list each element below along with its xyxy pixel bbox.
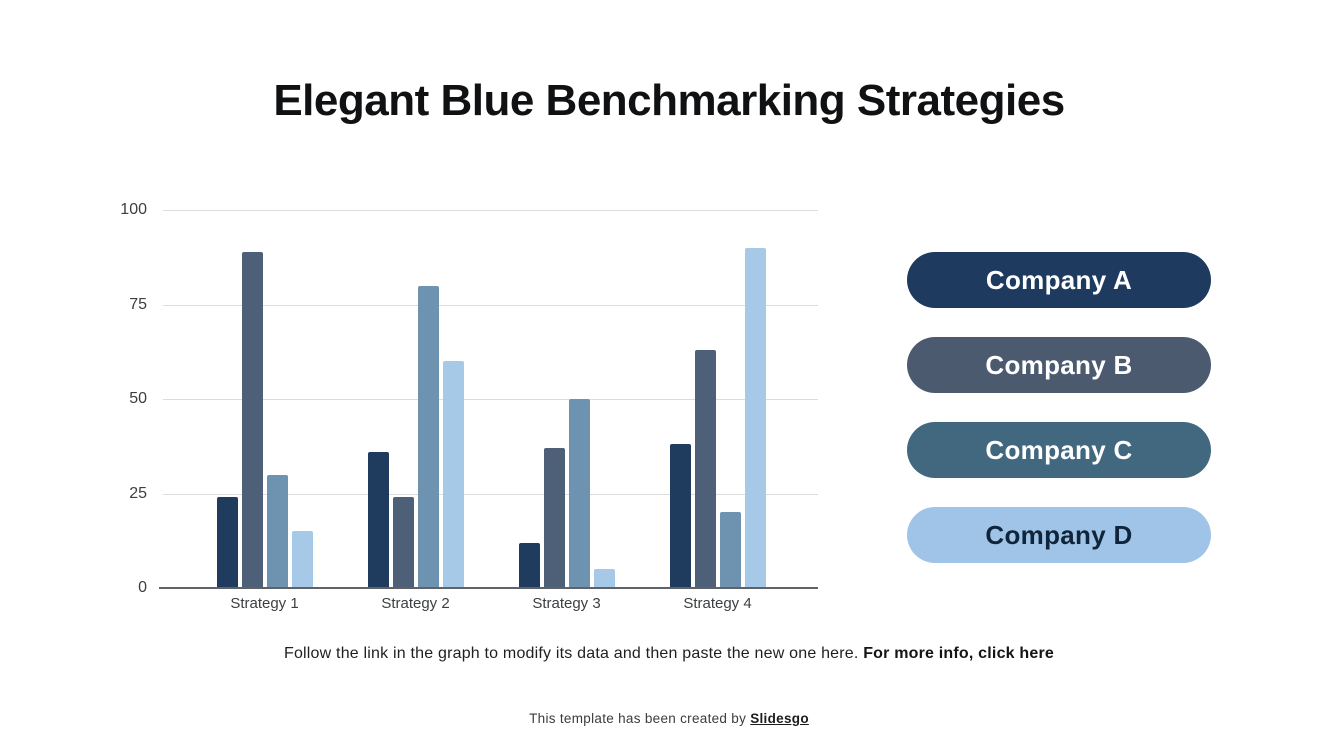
gridline-50: [163, 399, 818, 400]
legend-label-company-c: Company C: [985, 434, 1133, 465]
gridline-25: [163, 493, 818, 495]
bar-group-strategy-3: [491, 210, 642, 588]
bar-chart: 100 75 50 25 0 Strategy 1 Strategy 2 Str…: [120, 201, 818, 612]
bar-company-d-strategy-2: [442, 361, 464, 588]
legend-pill-company-b: Company B: [907, 337, 1211, 393]
y-axis-label-50: 50: [129, 390, 147, 407]
credit-line: This template has been created by Slides…: [0, 711, 1338, 726]
gridline-75: [163, 304, 818, 306]
bar-company-b-strategy-2: [392, 497, 414, 588]
x-axis-label-strategy-4: Strategy 4: [683, 595, 752, 612]
plot-area: [163, 210, 818, 588]
bar-company-d-strategy-1: [291, 531, 313, 588]
slide-title: Elegant Blue Benchmarking Strategies: [273, 76, 1065, 125]
y-axis-label-0: 0: [138, 579, 147, 596]
legend-pill-company-a: Company A: [907, 252, 1211, 308]
bar-company-b-strategy-4: [694, 349, 716, 588]
instruction-note: Follow the link in the graph to modify i…: [0, 645, 1338, 663]
bar-company-d-strategy-3: [593, 569, 615, 588]
bar-group-strategy-4: [642, 210, 793, 588]
bar-company-d-strategy-4: [744, 247, 766, 588]
bar-company-b-strategy-3: [543, 448, 565, 588]
x-axis-label-strategy-2: Strategy 2: [381, 595, 450, 612]
gridline-100: [163, 210, 818, 211]
bar-company-c-strategy-4: [719, 512, 741, 588]
note-text: Follow the link in the graph to modify i…: [283, 645, 864, 662]
bar-company-a-strategy-4: [669, 444, 691, 588]
legend-label-company-d: Company D: [985, 519, 1133, 550]
x-axis-labels: Strategy 1 Strategy 2 Strategy 3 Strateg…: [163, 595, 818, 612]
y-axis-label-75: 75: [129, 295, 147, 313]
bar-company-a-strategy-2: [367, 451, 389, 588]
x-axis-label-strategy-1: Strategy 1: [230, 595, 299, 612]
bar-company-c-strategy-2: [417, 285, 439, 588]
legend-pill-company-c: Company C: [907, 422, 1211, 478]
legend: Company A Company B Company C Company D: [907, 252, 1211, 592]
slidesgo-link[interactable]: Slidesgo: [750, 711, 809, 726]
x-axis-label-strategy-3: Strategy 3: [532, 595, 601, 612]
credit-text: This template has been created by: [529, 711, 751, 726]
bar-company-a-strategy-1: [216, 497, 238, 588]
x-axis-line: [159, 587, 818, 589]
bar-company-a-strategy-3: [518, 542, 540, 588]
more-info-link[interactable]: For more info, click here: [863, 645, 1055, 662]
y-axis-label-100: 100: [120, 201, 147, 218]
legend-label-company-b: Company B: [985, 349, 1133, 380]
bar-company-b-strategy-1: [241, 251, 263, 588]
bar-group-strategy-2: [340, 210, 491, 588]
legend-pill-company-d: Company D: [907, 507, 1211, 563]
bar-group-strategy-1: [189, 210, 340, 588]
bar-company-c-strategy-1: [266, 474, 288, 588]
bar-company-c-strategy-3: [568, 399, 590, 588]
y-axis-label-25: 25: [129, 484, 147, 502]
legend-label-company-a: Company A: [985, 264, 1133, 295]
